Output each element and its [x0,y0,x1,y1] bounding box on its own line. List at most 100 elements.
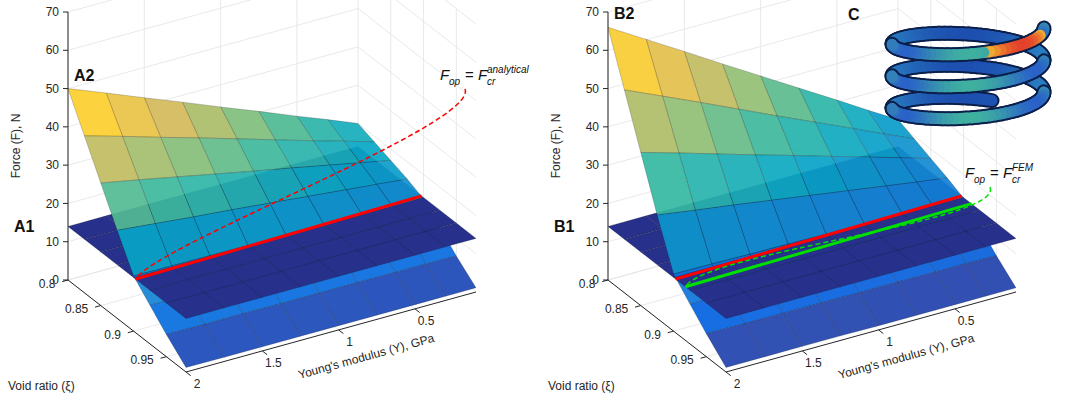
tick-label: 40 [586,120,600,134]
annotation-text: op [974,174,986,185]
intersection-line [685,204,971,287]
annotation-text: = [990,164,999,181]
grid-line [68,0,358,12]
tick [603,203,608,204]
tick [802,351,807,355]
spring-segment [887,108,898,109]
tick [95,306,101,308]
axis-title: Young's modulus (Y), GPa [297,331,437,382]
surface-labels: B1B2 [554,5,635,235]
tick-label: 2 [734,377,741,391]
axes-walls [68,0,476,372]
intersection-line [676,196,962,279]
tick-label: 40 [46,120,60,134]
tick-label: 1 [886,335,893,349]
grid [68,0,476,372]
spring-outline [885,108,900,109]
figure: 0102030405060700.80.850.90.950.511.52For… [0,0,1065,398]
tick [602,280,608,282]
tick-label: 0.95 [670,353,694,367]
plot-area [608,27,1016,367]
axes-walls [608,0,1016,372]
axis-title: Void ratio (ξ) [548,379,615,393]
intersection-line [136,196,422,279]
axis-title: Force (F), N [9,114,23,179]
tick [635,306,641,308]
axes: 0102030405060700.80.850.90.950.511.52For… [8,5,476,393]
grid-line [898,47,1016,139]
grid-line [898,9,1016,101]
spring-segment [887,44,898,45]
tick-label: 60 [46,43,60,57]
grid-line [898,0,1016,24]
tick [726,372,731,376]
annotation-connector [136,89,466,279]
tick [63,241,68,242]
inset: C [848,6,1044,119]
spring-outline [885,76,900,77]
tick-label: 0.95 [130,353,154,367]
tick [63,203,68,204]
tick-label: 20 [46,197,60,211]
spring-outline [885,44,900,45]
surface-label: A1 [14,218,35,235]
tick-label: 1.5 [805,356,822,370]
plot-area [68,89,476,368]
surface-cell [166,324,224,367]
tick-label: 0.8 [39,277,56,291]
spring-outline [986,92,992,108]
tick [603,241,608,242]
tick [262,351,267,355]
tick [701,357,707,359]
tick-label: 0.85 [65,302,89,316]
tick [63,12,68,13]
annotation-text: op [449,76,461,87]
tick [186,372,191,376]
axis-line-z [68,12,69,280]
tick [603,165,608,166]
annotation-text: cr [1012,174,1021,185]
tick-label: 0.5 [418,314,435,328]
tick-label: 50 [586,82,600,96]
tick [63,88,68,89]
grid-line [358,0,476,62]
tick [128,331,134,333]
tick-label: 60 [586,43,600,57]
grid-line [358,0,476,24]
surface-label: B1 [554,218,575,235]
annotation-text: cr [487,76,496,87]
grid-line [68,9,358,89]
spring-segment [986,94,992,106]
grid-line [608,12,609,280]
surface-cell [641,152,696,215]
tick [339,330,344,334]
axis-title: Void ratio (ξ) [8,379,75,393]
annotation: Fop=FFEMcr [685,162,1033,287]
axes: 0102030405060700.80.850.90.950.511.52For… [548,5,1016,393]
tick [668,331,674,333]
tick-label: 20 [586,197,600,211]
plane-cell [706,293,764,319]
grid-line [68,0,358,50]
grid [608,0,1016,372]
tick-label: 0.8 [579,277,596,291]
tick-label: 10 [46,235,60,249]
tick-label: 0.9 [644,328,661,342]
tick-label: 70 [586,5,600,19]
surface-labels: A1A2 [14,67,95,236]
grid-line [358,9,476,101]
tick-label: 0.5 [958,314,975,328]
annotation-connector [685,187,990,287]
tick-label: 1 [346,335,353,349]
spring-segment [887,76,898,77]
tick [955,309,960,313]
tick-label: 2 [194,377,201,391]
tick-label: 30 [46,158,60,172]
surface-cell [624,90,679,153]
plane-cell [166,293,224,319]
axes-pane [68,0,358,280]
axis-title: Force (F), N [549,114,563,179]
annotation: Fop=Fanalyticalcr [136,64,530,279]
tick [603,88,608,89]
tick [603,50,608,51]
